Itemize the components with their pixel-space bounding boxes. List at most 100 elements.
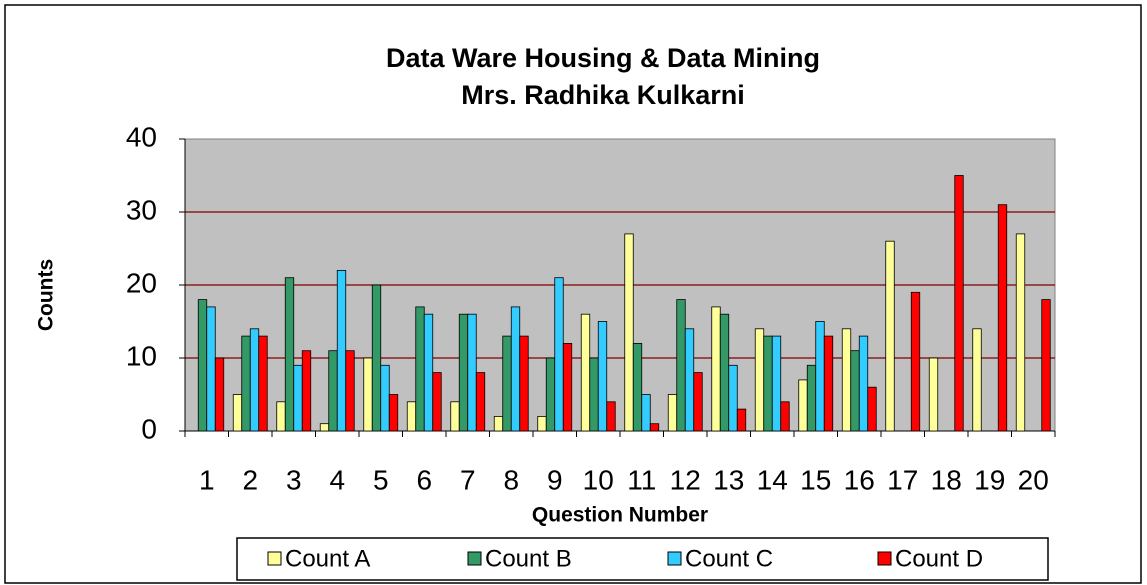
bar bbox=[606, 401, 616, 432]
bar bbox=[328, 350, 338, 432]
x-tick-label: 10 bbox=[583, 464, 614, 495]
bar bbox=[850, 350, 860, 432]
bar bbox=[345, 350, 355, 432]
bar bbox=[597, 321, 608, 432]
x-tick-label: 3 bbox=[286, 464, 302, 495]
x-tick-label: 14 bbox=[757, 464, 788, 495]
bar bbox=[719, 313, 730, 432]
y-tick-label: 10 bbox=[126, 340, 157, 371]
x-tick-label: 4 bbox=[329, 464, 345, 495]
legend-swatch bbox=[267, 551, 282, 566]
bar bbox=[684, 328, 695, 432]
x-tick-label: 20 bbox=[1018, 464, 1049, 495]
bar bbox=[580, 313, 591, 432]
x-tick-label: 11 bbox=[627, 464, 656, 495]
x-tick-label: 16 bbox=[844, 464, 875, 495]
bar bbox=[493, 415, 504, 432]
bar bbox=[711, 306, 721, 432]
bar bbox=[667, 394, 678, 432]
x-tick-label: 9 bbox=[547, 464, 563, 495]
legend-swatch bbox=[667, 551, 682, 566]
bar bbox=[885, 240, 895, 432]
x-tick-label: 13 bbox=[713, 464, 744, 495]
x-tick-label: 8 bbox=[503, 464, 519, 495]
bar bbox=[763, 335, 773, 432]
bar bbox=[258, 335, 268, 432]
x-tick-label: 18 bbox=[931, 464, 962, 495]
y-tick-label: 0 bbox=[141, 413, 157, 444]
x-tick-label: 19 bbox=[974, 464, 1005, 495]
legend-swatch bbox=[467, 551, 482, 566]
bar bbox=[754, 328, 765, 432]
x-axis-label: Question Number bbox=[532, 504, 708, 527]
bar bbox=[1015, 233, 1026, 432]
bar bbox=[293, 364, 303, 432]
legend-box bbox=[236, 537, 1049, 581]
bar bbox=[510, 306, 521, 432]
bar bbox=[910, 291, 921, 432]
chart-subtitle: Mrs. Radhika Kulkarni bbox=[461, 80, 745, 110]
chart-title: Data Ware Housing & Data Mining bbox=[386, 43, 820, 73]
x-tick-label: 7 bbox=[460, 464, 476, 495]
bar bbox=[1041, 299, 1051, 432]
x-tick-label: 17 bbox=[887, 464, 918, 495]
x-tick-label: 2 bbox=[242, 464, 258, 495]
bar bbox=[676, 299, 686, 432]
legend-label: Count C bbox=[685, 545, 773, 572]
bar bbox=[319, 423, 330, 432]
bar bbox=[554, 277, 564, 432]
bar bbox=[632, 342, 643, 432]
bar bbox=[206, 306, 216, 432]
bar bbox=[450, 401, 460, 432]
bar bbox=[841, 328, 852, 432]
bar bbox=[728, 364, 738, 432]
bar bbox=[458, 313, 469, 432]
bar bbox=[415, 306, 425, 432]
bar bbox=[423, 313, 434, 432]
bar bbox=[815, 321, 825, 432]
y-tick-label: 30 bbox=[126, 194, 157, 225]
bar bbox=[336, 269, 347, 432]
bar bbox=[771, 335, 782, 432]
bar bbox=[380, 364, 390, 432]
bar bbox=[589, 357, 599, 432]
bar bbox=[858, 335, 869, 432]
bar bbox=[780, 401, 790, 432]
y-tick-label: 40 bbox=[126, 121, 157, 152]
bar bbox=[249, 328, 260, 432]
x-tick-label: 1 bbox=[199, 464, 215, 495]
bar bbox=[519, 335, 529, 432]
legend-label: Count A bbox=[285, 545, 370, 572]
bar bbox=[545, 357, 556, 432]
legend-label: Count D bbox=[895, 545, 983, 572]
bar bbox=[798, 379, 808, 432]
bar bbox=[388, 394, 399, 432]
x-tick-label: 15 bbox=[800, 464, 831, 495]
bar bbox=[475, 372, 486, 432]
y-axis-label: Counts bbox=[35, 259, 58, 331]
bar bbox=[693, 372, 703, 432]
bar bbox=[649, 423, 660, 432]
bar bbox=[363, 357, 373, 432]
bar bbox=[806, 364, 817, 432]
bar bbox=[954, 175, 964, 432]
bar bbox=[301, 350, 312, 432]
bar bbox=[997, 204, 1008, 432]
legend-label: Count B bbox=[485, 545, 572, 572]
x-tick-label: 12 bbox=[670, 464, 701, 495]
bar bbox=[641, 394, 651, 432]
bar bbox=[972, 328, 982, 432]
bar bbox=[562, 342, 573, 432]
bar bbox=[867, 386, 877, 432]
bar bbox=[197, 299, 208, 432]
bar bbox=[537, 415, 547, 432]
bar bbox=[823, 335, 834, 432]
legend-swatch bbox=[877, 551, 892, 566]
y-tick-label: 20 bbox=[126, 267, 157, 298]
x-tick-label: 6 bbox=[416, 464, 432, 495]
bar bbox=[241, 335, 251, 432]
bar bbox=[928, 357, 939, 432]
bar bbox=[276, 401, 286, 432]
x-tick-label: 5 bbox=[373, 464, 389, 495]
